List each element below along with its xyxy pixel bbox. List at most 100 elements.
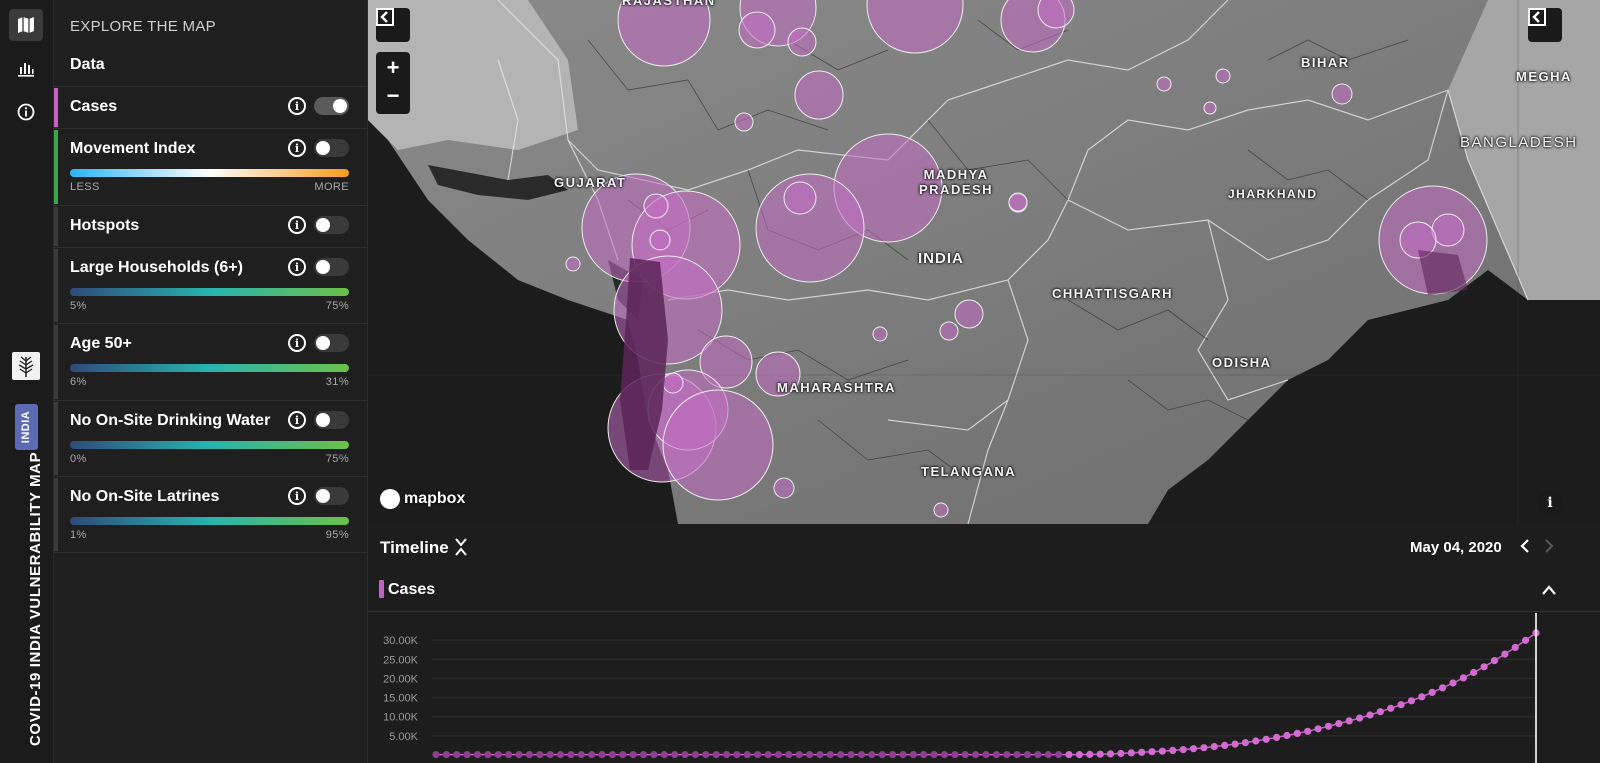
data-point[interactable] — [795, 751, 803, 759]
info-icon[interactable]: i — [288, 487, 306, 505]
layer-cases[interactable]: Cases i — [54, 86, 367, 128]
data-point[interactable] — [588, 751, 596, 759]
brand-logo[interactable] — [12, 352, 40, 380]
data-point[interactable] — [816, 751, 824, 759]
info-icon[interactable]: i — [288, 411, 306, 429]
data-point[interactable] — [1127, 749, 1135, 757]
layer-no-drinking-water[interactable]: No On-Site Drinking Water i 0% 75% — [54, 400, 367, 476]
data-point[interactable] — [681, 751, 689, 759]
layer-no-latrines[interactable]: No On-Site Latrines i 1% 95% — [54, 476, 367, 553]
info-icon[interactable]: i — [288, 334, 306, 352]
data-point[interactable] — [525, 751, 533, 759]
data-point[interactable] — [1221, 741, 1229, 749]
data-point[interactable] — [660, 751, 668, 759]
data-point[interactable] — [1231, 740, 1239, 748]
data-point[interactable] — [1200, 744, 1208, 752]
next-date-button[interactable] — [1540, 536, 1558, 556]
data-point[interactable] — [1397, 701, 1405, 709]
data-point[interactable] — [453, 751, 461, 759]
data-point[interactable] — [1511, 643, 1519, 651]
data-point[interactable] — [1013, 751, 1021, 759]
data-point[interactable] — [940, 751, 949, 759]
info-icon[interactable]: i — [288, 258, 306, 276]
data-point[interactable] — [837, 751, 845, 759]
data-point[interactable] — [619, 751, 627, 759]
data-point[interactable] — [930, 751, 938, 759]
timeline-collapse-button[interactable] — [453, 537, 469, 557]
data-point[interactable] — [1106, 750, 1115, 758]
layer-toggle[interactable] — [314, 97, 349, 115]
data-point[interactable] — [857, 751, 866, 759]
series-header[interactable]: Cases — [368, 574, 1600, 612]
data-point[interactable] — [1148, 748, 1156, 756]
data-point[interactable] — [567, 751, 575, 759]
data-point[interactable] — [1273, 733, 1281, 741]
data-point[interactable] — [1252, 737, 1260, 745]
data-point[interactable] — [920, 751, 928, 759]
layer-toggle[interactable] — [314, 411, 349, 429]
data-point[interactable] — [442, 751, 450, 759]
data-point[interactable] — [639, 751, 648, 759]
data-point[interactable] — [1262, 735, 1270, 743]
data-point[interactable] — [691, 751, 699, 759]
data-point[interactable] — [1293, 729, 1301, 737]
layer-toggle[interactable] — [314, 487, 349, 505]
data-point[interactable] — [1387, 704, 1395, 712]
zoom-in-button[interactable]: + — [386, 55, 400, 80]
data-point[interactable] — [1179, 746, 1187, 754]
data-point[interactable] — [1335, 720, 1343, 728]
data-point[interactable] — [1044, 751, 1052, 759]
map-canvas[interactable]: + − GUJARAT MADHYA PRADESH INDIA BIHAR J… — [368, 0, 1600, 524]
info-icon[interactable]: i — [288, 139, 306, 157]
data-point[interactable] — [785, 751, 793, 759]
data-point[interactable] — [1470, 668, 1478, 677]
cases-chart[interactable]: 5.00K 10.00K 15.00K 20.00K 25.00K 30.00K — [368, 613, 1600, 763]
previous-date-button[interactable] — [1516, 536, 1534, 556]
data-point[interactable] — [536, 751, 544, 759]
data-point[interactable] — [556, 751, 565, 759]
data-point[interactable] — [505, 751, 513, 759]
data-point[interactable] — [1314, 725, 1322, 733]
data-point[interactable] — [1241, 739, 1249, 747]
series-collapse-button[interactable] — [1540, 582, 1558, 598]
layer-toggle[interactable] — [314, 139, 349, 157]
layer-toggle[interactable] — [314, 258, 349, 276]
attribution-button[interactable]: i — [1537, 490, 1563, 516]
data-point[interactable] — [629, 751, 637, 759]
data-point[interactable] — [847, 751, 855, 759]
data-point[interactable] — [702, 751, 710, 759]
data-point[interactable] — [961, 751, 969, 759]
info-icon[interactable]: i — [288, 97, 306, 115]
data-point[interactable] — [473, 751, 482, 759]
data-point[interactable] — [826, 751, 834, 759]
data-point[interactable] — [1283, 731, 1291, 740]
data-point[interactable] — [1138, 748, 1146, 756]
data-point[interactable] — [754, 751, 762, 759]
map-view-button[interactable] — [9, 9, 43, 41]
data-point[interactable] — [899, 751, 907, 759]
data-point[interactable] — [1376, 708, 1384, 716]
data-point[interactable] — [1034, 751, 1042, 759]
info-icon[interactable]: i — [288, 216, 306, 234]
collapse-right-panel-button[interactable] — [1528, 8, 1562, 42]
data-point[interactable] — [712, 751, 720, 759]
data-point[interactable] — [1304, 727, 1312, 735]
collapse-panel-button[interactable] — [376, 8, 410, 42]
data-point[interactable] — [1366, 711, 1374, 719]
data-point[interactable] — [1189, 745, 1198, 753]
data-point[interactable] — [1490, 657, 1499, 665]
data-point[interactable] — [868, 751, 876, 759]
data-point[interactable] — [608, 751, 616, 759]
data-point[interactable] — [1459, 674, 1467, 682]
layer-toggle[interactable] — [314, 216, 349, 234]
country-badge[interactable]: INDIA — [15, 404, 38, 450]
data-point[interactable] — [1522, 636, 1530, 644]
data-point[interactable] — [577, 751, 585, 759]
data-point[interactable] — [1003, 751, 1011, 759]
about-button[interactable] — [9, 96, 43, 128]
data-point[interactable] — [1439, 684, 1447, 692]
data-point[interactable] — [598, 751, 606, 759]
mapbox-logo[interactable]: mapbox — [380, 489, 465, 509]
data-point[interactable] — [1065, 751, 1073, 759]
data-point[interactable] — [889, 751, 897, 759]
